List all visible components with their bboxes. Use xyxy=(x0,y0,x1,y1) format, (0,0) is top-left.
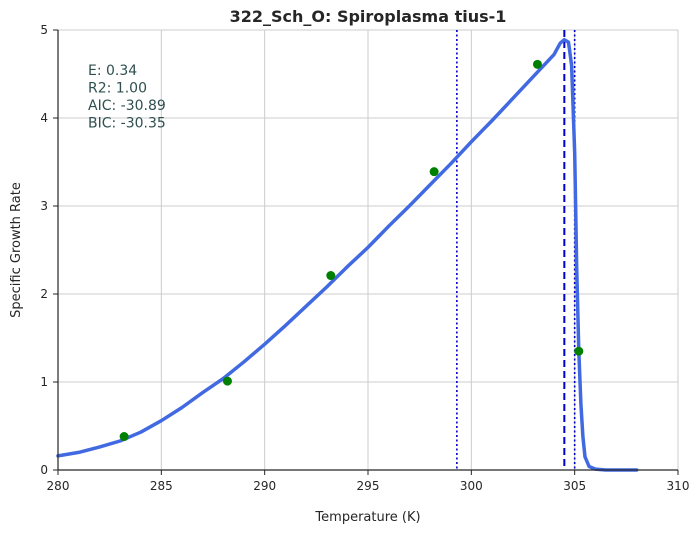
y-tick-labels: 0 1 2 3 4 5 xyxy=(40,23,58,477)
y-tick-label: 5 xyxy=(40,23,48,37)
chart-title: 322_Sch_O: Spiroplasma tius-1 xyxy=(230,7,507,26)
stat-line: E: 0.34 xyxy=(88,63,137,79)
y-tick-label: 4 xyxy=(40,111,48,125)
x-tick-label: 310 xyxy=(667,479,690,493)
x-tick-label: 300 xyxy=(460,479,483,493)
y-tick-label: 0 xyxy=(40,463,48,477)
data-point xyxy=(429,167,439,177)
data-point xyxy=(119,432,129,442)
fitted-curve-group xyxy=(56,37,639,472)
data-point xyxy=(574,346,584,356)
x-tick-label: 285 xyxy=(150,479,173,493)
x-tick-labels: 280 285 290 295 300 305 310 xyxy=(47,470,690,493)
data-point xyxy=(532,59,542,69)
data-point xyxy=(326,271,336,281)
y-tick-label: 3 xyxy=(40,199,48,213)
fitted-curve xyxy=(56,37,639,472)
x-tick-label: 305 xyxy=(563,479,586,493)
data-point xyxy=(222,376,232,386)
stat-line: R2: 1.00 xyxy=(88,81,147,97)
y-tick-label: 1 xyxy=(40,375,48,389)
x-tick-label: 290 xyxy=(253,479,276,493)
x-tick-label: 280 xyxy=(47,479,70,493)
y-tick-label: 2 xyxy=(40,287,48,301)
stat-line: AIC: -30.89 xyxy=(88,98,166,114)
data-points xyxy=(119,59,584,442)
y-axis-label: Specific Growth Rate xyxy=(9,182,24,318)
x-axis-label: Temperature (K) xyxy=(314,510,420,525)
x-tick-label: 295 xyxy=(357,479,380,493)
stat-line: BIC: -30.35 xyxy=(88,116,166,132)
